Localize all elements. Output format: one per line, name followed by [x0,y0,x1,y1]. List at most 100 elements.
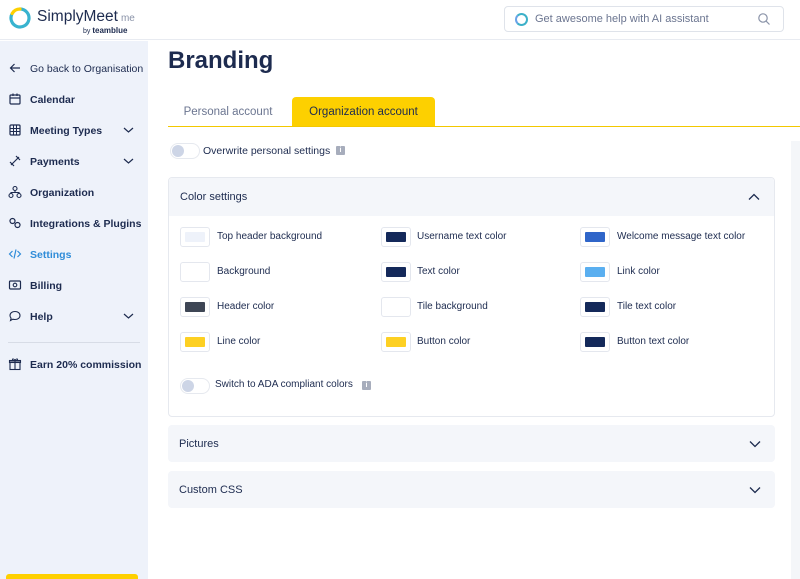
byline-brand: teamblue [92,26,128,35]
swatch-fill [185,267,205,277]
swatch-fill [585,337,605,347]
sidebar-item-billing[interactable]: Billing [0,273,148,299]
toggle-knob [182,380,194,392]
chevron-down-icon[interactable] [749,440,761,448]
color-swatch-background[interactable] [180,262,210,282]
ai-assistant-icon [515,13,528,26]
swatch-fill [185,337,205,347]
overwrite-personal-settings-toggle[interactable] [170,143,200,159]
sidebar-item-label: Calendar [30,94,75,106]
search-placeholder: Get awesome help with AI assistant [535,13,709,25]
gift-icon [8,358,22,371]
color-swatch-line-color[interactable] [180,332,210,352]
color-swatch-tile-text-color[interactable] [580,297,610,317]
sidebar-item-calendar[interactable]: Calendar [0,87,148,113]
tab-personal-account[interactable]: Personal account [183,106,273,118]
swatch-fill [585,267,605,277]
swatch-fill [386,232,406,242]
swatch-fill [185,232,205,242]
sidebar-item-label: Billing [30,280,63,292]
sidebar-item-back[interactable]: Go back to Organisation [0,56,148,82]
sidebar: Go back to Organisation Calendar Meeting… [0,41,148,579]
swatch-label: Top header background [217,231,323,242]
code-icon [8,249,22,259]
ada-compliant-label: Switch to ADA compliant colors [215,379,353,390]
color-swatch-text-color[interactable] [381,262,411,282]
swatch-fill [386,337,406,347]
swatch-label: Tile text color [617,301,677,312]
simplymeet-logo[interactable]: SimplyMeet me by teamblue [9,6,149,36]
swatch-label: Line color [217,336,261,347]
sidebar-bottom-accent [6,574,138,579]
logo-text: SimplyMeet me [37,8,135,26]
color-swatch-button-color[interactable] [381,332,411,352]
top-bar: SimplyMeet me by teamblue Get awesome hel… [0,0,800,40]
chevron-down-icon[interactable] [749,486,761,494]
overwrite-personal-settings-label: Overwrite personal settings [203,145,331,157]
byline-prefix: by [83,28,91,35]
sidebar-item-organization[interactable]: Organization [0,180,148,206]
swatch-fill [386,267,406,277]
brand-name: SimplyMeet [37,8,118,25]
toggle-knob [172,145,184,157]
color-swatch-tile-background[interactable] [381,297,411,317]
sidebar-divider [8,342,140,343]
sidebar-item-label: Meeting Types [30,125,103,137]
sidebar-item-label: Go back to Organisation [30,63,144,75]
sidebar-item-label: Help [30,311,53,323]
sidebar-item-payments[interactable]: Payments [0,149,148,175]
color-settings-panel: Color settings Top header background Use… [168,177,775,417]
chevron-down-icon[interactable] [123,312,134,320]
swatch-label: Welcome message text color [617,231,746,242]
sidebar-item-label: Settings [30,249,72,261]
page-title: Branding [168,47,274,74]
swatch-fill [585,302,605,312]
swatch-label: Tile background [417,301,488,312]
color-swatch-username-text-color[interactable] [381,227,411,247]
swatch-label: Header color [217,301,275,312]
sidebar-item-label: Integrations & Plugins [30,218,142,230]
sidebar-item-label: Payments [30,156,80,168]
billing-icon [8,280,22,290]
logo-byline: by teamblue [83,26,127,35]
swatch-fill [585,232,605,242]
calendar-icon [9,93,21,105]
page-scrollbar[interactable] [791,141,800,579]
chevron-up-icon[interactable] [748,193,760,201]
sidebar-item-meeting-types[interactable]: Meeting Types [0,118,148,144]
sidebar-item-earn-commission[interactable]: Earn 20% commission [0,352,148,378]
ai-assistant-search[interactable]: Get awesome help with AI assistant [504,6,784,32]
swatch-label: Username text color [417,231,507,242]
swatch-label: Button color [417,336,471,347]
color-swatch-button-text-color[interactable] [580,332,610,352]
custom-css-title: Custom CSS [179,484,243,496]
tab-organization-account[interactable]: Organization account [292,97,435,127]
color-swatch-top-header-background[interactable] [180,227,210,247]
sidebar-item-help[interactable]: Help [0,304,148,330]
sidebar-item-label: Organization [30,187,95,199]
color-swatch-header-color[interactable] [180,297,210,317]
sidebar-item-integrations[interactable]: Integrations & Plugins [0,211,148,237]
pictures-title: Pictures [179,438,219,450]
color-swatch-link-color[interactable] [580,262,610,282]
info-icon[interactable]: i [362,381,371,390]
chat-icon [9,310,21,322]
color-settings-header[interactable]: Color settings [169,178,774,216]
grid-icon [9,124,21,136]
sidebar-item-label: Earn 20% commission [30,359,142,371]
payments-icon [9,155,21,167]
logo-ring-icon [9,7,31,29]
chevron-down-icon[interactable] [123,126,134,134]
tabs-underline [168,126,800,127]
pictures-section[interactable]: Pictures [168,425,775,462]
search-icon[interactable] [757,12,771,26]
swatch-fill [185,302,205,312]
ada-compliant-toggle[interactable] [180,378,210,394]
color-settings-title: Color settings [180,191,248,203]
sidebar-item-settings[interactable]: Settings [0,242,148,268]
chevron-down-icon[interactable] [123,157,134,165]
color-swatch-welcome-message-text-color[interactable] [580,227,610,247]
info-icon[interactable]: i [336,146,345,155]
custom-css-section[interactable]: Custom CSS [168,471,775,508]
swatch-label: Text color [417,266,460,277]
